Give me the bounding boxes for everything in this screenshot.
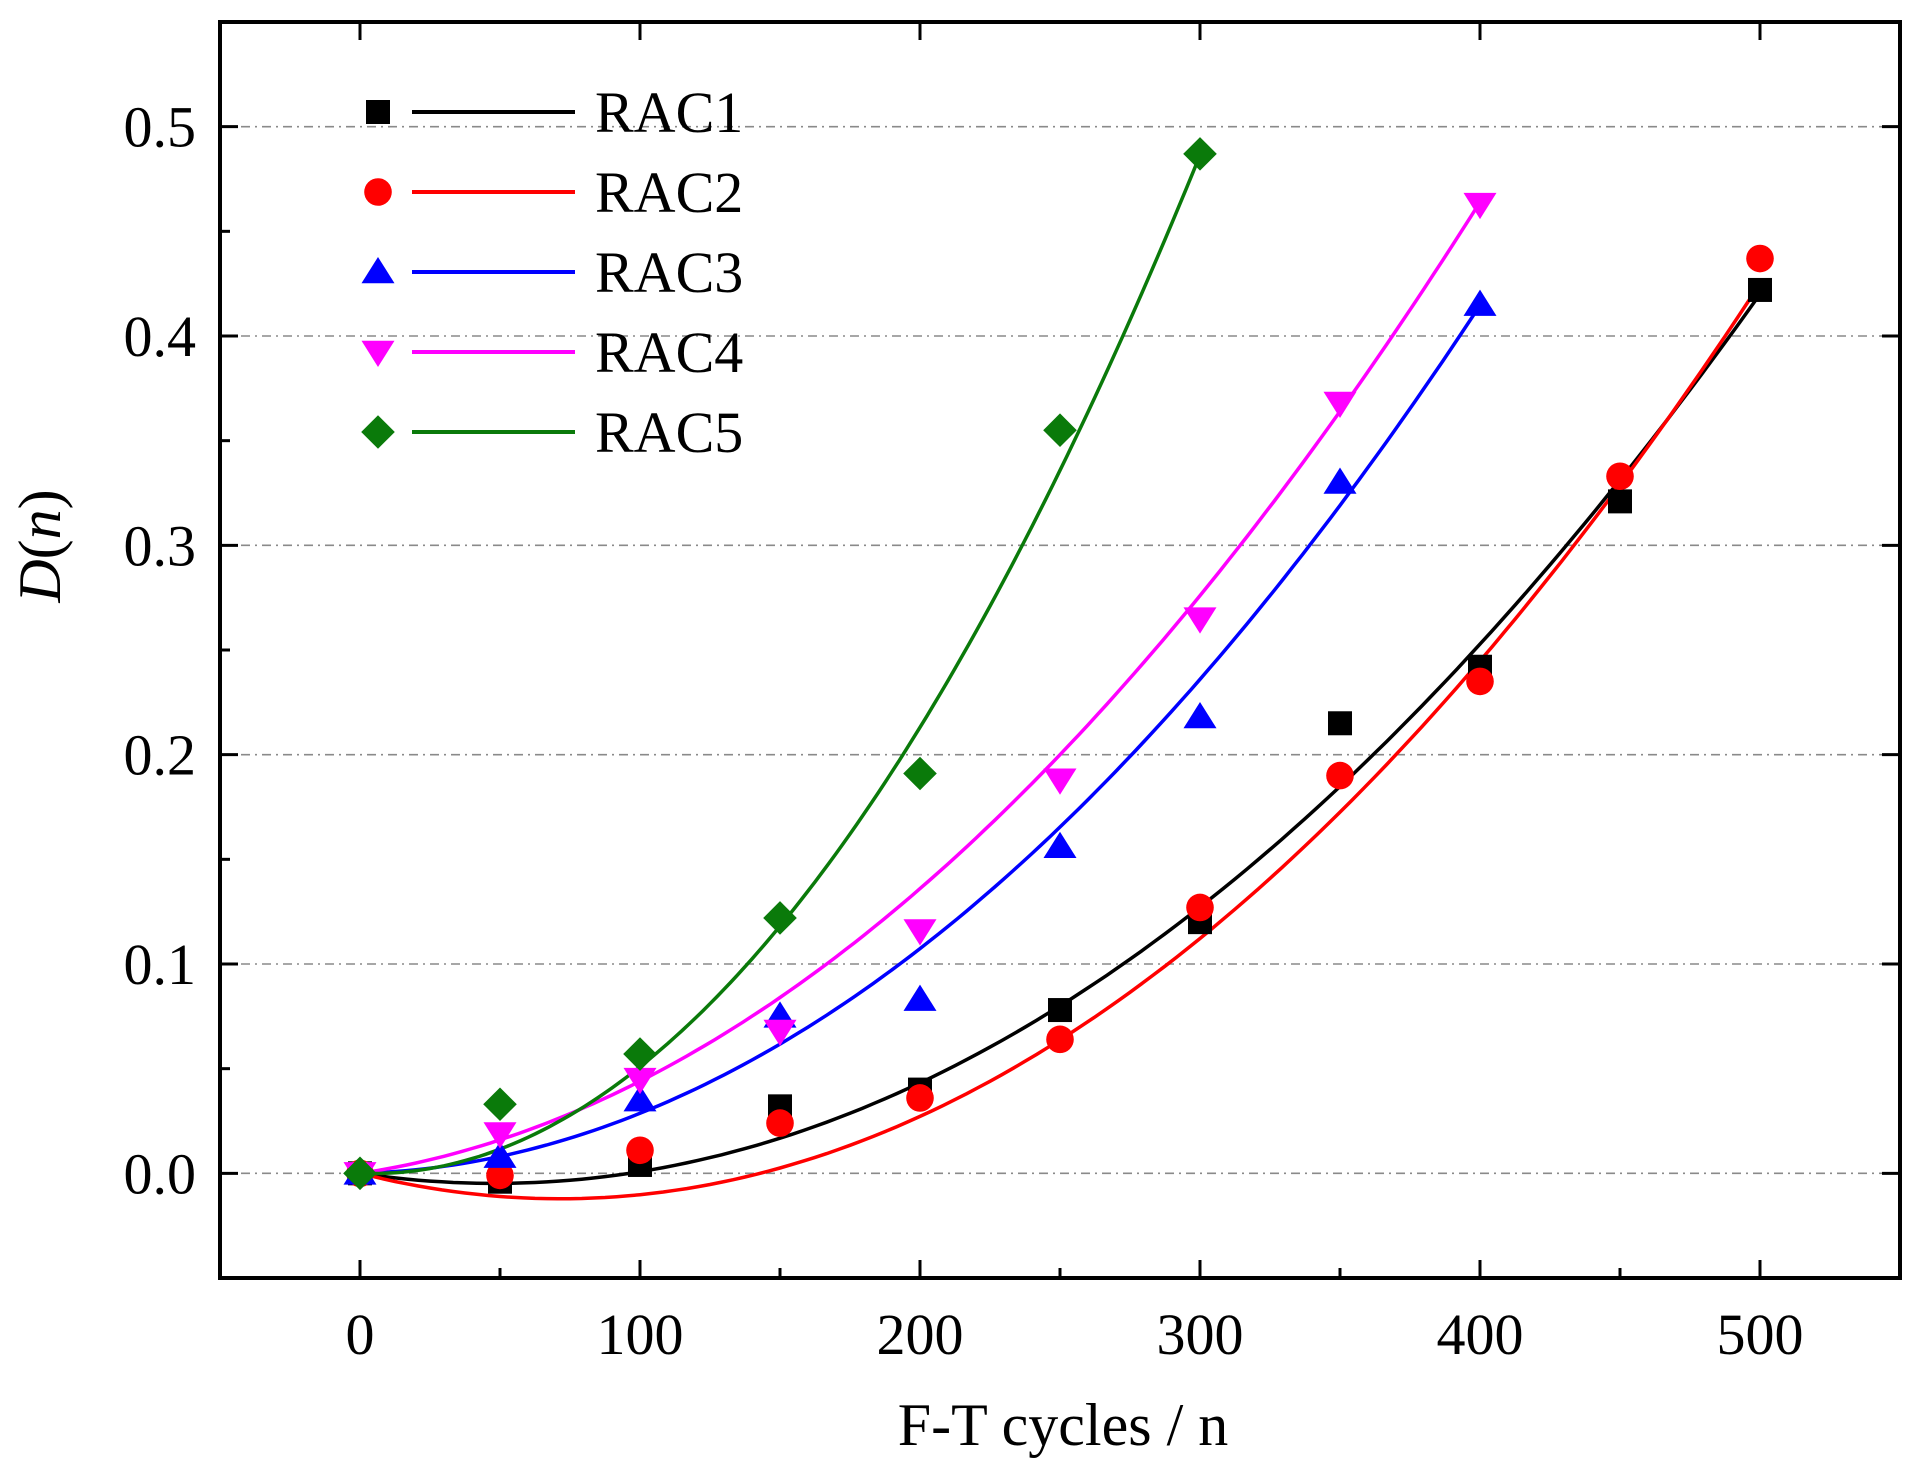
- data-point-rac5: [483, 1087, 517, 1122]
- y-tick-label: 0.1: [124, 932, 197, 997]
- y-tick-label: 0.5: [124, 95, 197, 160]
- data-point-rac2: [1746, 244, 1774, 273]
- legend-label-rac2: RAC2: [595, 160, 743, 225]
- data-point-rac4: [483, 1122, 517, 1149]
- legend: RAC1 RAC2 RAC3 RAC4 RAC5: [361, 80, 743, 465]
- x-tick-label: 400: [1437, 1302, 1524, 1367]
- data-point-rac2: [1186, 893, 1214, 922]
- data-point-rac3: [1043, 831, 1077, 859]
- legend-entry-rac3: RAC3: [361, 240, 743, 305]
- legend-label-rac1: RAC1: [595, 80, 743, 145]
- y-axis-title-close-paren: ): [7, 489, 73, 509]
- x-tick-label: 0: [346, 1302, 375, 1367]
- legend-marker-rac5: [361, 415, 395, 449]
- legend-marker-rac2: [364, 178, 392, 206]
- data-point-rac2: [626, 1136, 654, 1165]
- data-point-rac2: [1606, 462, 1634, 491]
- data-point-rac3: [623, 1085, 657, 1112]
- fit-line-rac4: [359, 201, 1482, 1176]
- legend-entry-rac2: RAC2: [364, 160, 743, 225]
- axis-ticks: 0.0 0.1 0.2 0.3 0.4 0.5 0 100 200 300 400 500: [124, 22, 1900, 1367]
- data-point-rac4: [1463, 192, 1497, 220]
- data-point-rac4: [1183, 607, 1217, 634]
- x-axis-title: F-T cycles / n: [898, 1392, 1229, 1458]
- data-point-rac2: [906, 1084, 934, 1112]
- legend-label-rac5: RAC5: [595, 400, 743, 465]
- data-point-rac1: [1748, 277, 1772, 302]
- y-axis-title: D(n): [7, 489, 73, 603]
- x-tick-label: 100: [597, 1302, 684, 1367]
- legend-marker-rac4: [361, 340, 395, 367]
- data-point-rac1: [1328, 711, 1352, 736]
- legend-entry-rac4: RAC4: [361, 320, 743, 385]
- data-point-rac4: [763, 1019, 797, 1046]
- y-axis-title-letter: D: [7, 559, 73, 603]
- data-point-rac2: [1326, 761, 1354, 790]
- y-tick-label: 0.3: [124, 513, 197, 578]
- legend-marker-rac3: [361, 257, 395, 284]
- y-tick-label: 0.0: [124, 1141, 197, 1206]
- y-axis-title-var: n: [7, 509, 73, 539]
- data-point-rac1: [1608, 489, 1632, 514]
- y-tick-label: 0.2: [124, 723, 197, 788]
- fit-line-rac3: [359, 304, 1482, 1176]
- legend-entry-rac5: RAC5: [361, 400, 743, 465]
- x-tick-label: 500: [1717, 1302, 1804, 1367]
- x-tick-label: 200: [877, 1302, 964, 1367]
- legend-entry-rac1: RAC1: [366, 80, 743, 145]
- data-point-rac3: [1323, 467, 1357, 494]
- data-point-rac3: [1183, 701, 1217, 729]
- data-point-rac1: [1048, 998, 1072, 1023]
- data-point-rac4: [623, 1067, 657, 1095]
- data-point-rac2: [766, 1109, 794, 1137]
- legend-label-rac3: RAC3: [595, 240, 743, 305]
- data-point-rac4: [903, 919, 937, 946]
- x-tick-label: 300: [1157, 1302, 1244, 1367]
- data-point-rac3: [483, 1141, 517, 1168]
- data-point-rac5: [623, 1037, 657, 1071]
- data-point-rac5: [343, 1156, 377, 1191]
- y-axis-title-open-paren: (: [7, 539, 73, 559]
- data-point-rac4: [1323, 391, 1357, 418]
- data-point-rac5: [1183, 137, 1217, 171]
- data-point-rac2: [1046, 1025, 1074, 1054]
- legend-marker-rac1: [366, 100, 390, 124]
- y-tick-label: 0.4: [124, 304, 197, 369]
- data-point-rac4: [1043, 768, 1077, 795]
- data-markers: [343, 137, 1774, 1194]
- data-point-rac2: [1466, 667, 1494, 696]
- data-point-rac5: [903, 756, 937, 791]
- legend-label-rac4: RAC4: [595, 320, 743, 385]
- data-point-rac5: [1043, 413, 1077, 447]
- data-point-rac3: [1463, 289, 1497, 316]
- data-point-rac3: [903, 984, 937, 1011]
- data-point-rac2: [486, 1161, 514, 1190]
- data-point-rac5: [763, 901, 797, 935]
